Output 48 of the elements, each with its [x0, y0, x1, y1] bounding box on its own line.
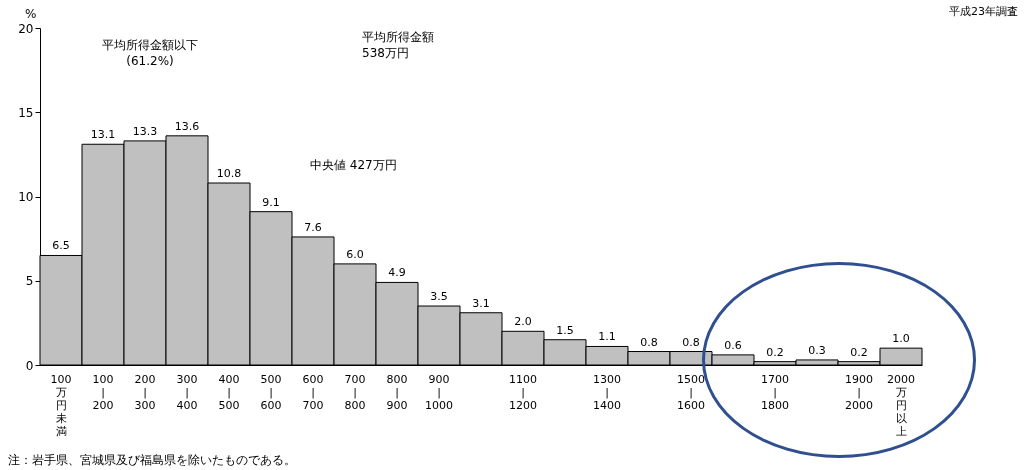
data-label: 0.2: [850, 345, 868, 359]
data-label: 6.0: [346, 247, 364, 261]
data-label: 0.2: [766, 345, 784, 359]
text: 平成23年調査: [949, 4, 1018, 19]
data-label: 0.6: [724, 338, 742, 352]
x-tick-label: 2000万円以上: [887, 372, 915, 438]
x-tick-label: 200 | 300: [134, 372, 156, 412]
data-label: 13.6: [174, 119, 200, 133]
x-tick-label: 1700 | 1800: [761, 372, 789, 412]
x-tick-label: 700 | 800: [344, 372, 366, 412]
x-tick-label: 800 | 900: [386, 372, 408, 412]
x-tick-label: 400 | 500: [218, 372, 240, 412]
y-tick-label: 15: [18, 105, 34, 120]
data-label: 6.5: [52, 239, 70, 253]
x-tick-label: 1500 | 1600: [677, 372, 705, 412]
data-label: 1.0: [892, 332, 910, 346]
annotation: 平均所得金額以下 (61.2%): [102, 38, 198, 68]
data-label: 1.1: [598, 330, 616, 344]
x-tick-label: 500 | 600: [260, 372, 282, 412]
data-label: 9.1: [262, 195, 280, 209]
x-tick-label: 100 | 200: [92, 372, 114, 412]
y-tick-label: 10: [18, 190, 34, 204]
annotation: 平均所得金額 538万円: [362, 30, 434, 60]
data-label: 1.5: [556, 323, 574, 337]
data-label: 3.1: [472, 296, 490, 310]
data-label: 0.3: [808, 343, 826, 357]
data-label: 13.3: [132, 124, 158, 138]
data-label: 0.8: [682, 335, 700, 349]
y-axis-title: %: [25, 6, 37, 21]
data-label: 3.5: [430, 290, 448, 304]
x-tick-label: 300 | 400: [176, 372, 198, 412]
y-tick-label: 20: [18, 21, 34, 36]
data-label: 7.6: [304, 220, 322, 234]
x-tick-label: 900 | 1000: [425, 372, 453, 412]
x-tick-label: 1900 | 2000: [845, 372, 873, 412]
x-tick-label: 100万円未満: [50, 372, 72, 438]
text: 注：岩手県、宮城県及び福島県を除いたものである。: [8, 452, 296, 469]
annotation: 中央値 427万円: [310, 158, 397, 172]
data-label: 10.8: [216, 167, 242, 181]
x-tick-label: 1300 | 1400: [593, 372, 621, 412]
x-tick-label: 1100 | 1200: [509, 372, 537, 412]
data-label: 13.1: [90, 128, 116, 142]
x-tick-label: 600 | 700: [302, 372, 324, 412]
data-label: 4.9: [388, 266, 406, 280]
y-tick-label: 5: [25, 274, 34, 289]
data-label: 2.0: [514, 315, 532, 329]
data-label: 0.8: [640, 335, 658, 349]
y-tick-label: 0: [25, 358, 34, 373]
